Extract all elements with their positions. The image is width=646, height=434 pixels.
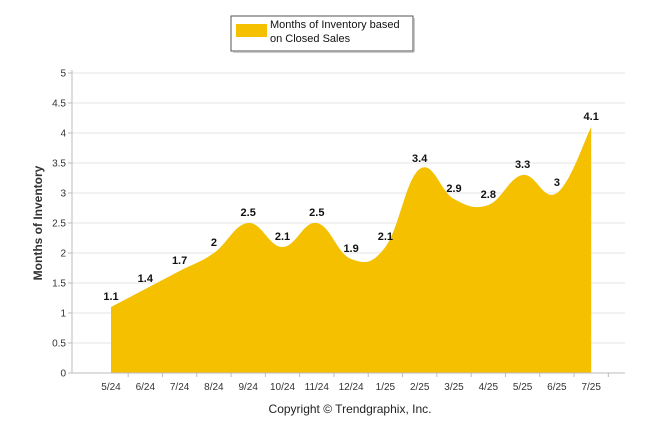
x-tick-label: 12/24	[339, 382, 364, 393]
legend: Months of Inventory based on Closed Sale…	[230, 15, 415, 53]
x-tick-label: 2/25	[410, 382, 430, 393]
y-tick-label: 1	[60, 309, 66, 320]
data-label: 4.1	[584, 111, 599, 123]
data-label: 1.4	[138, 273, 154, 285]
series-area	[111, 127, 592, 373]
x-tick-label: 5/25	[513, 382, 533, 393]
axes	[68, 70, 625, 377]
y-tick-labels: 0 0.5 1 1.5 2 2.5 3 3.5 4 4.5 5	[52, 69, 66, 380]
x-tick-label: 6/24	[136, 382, 156, 393]
y-axis-label: Months of Inventory	[31, 165, 45, 280]
data-label: 1.7	[172, 255, 187, 267]
x-tick-label: 3/25	[444, 382, 464, 393]
x-tick-label: 1/25	[376, 382, 396, 393]
legend-label-line2: on Closed Sales	[270, 33, 351, 45]
data-label: 2	[211, 237, 217, 249]
data-label: 2.9	[446, 183, 461, 195]
x-tick-label: 7/25	[581, 382, 601, 393]
data-label: 3.3	[515, 159, 530, 171]
y-tick-label: 2.5	[52, 219, 66, 230]
data-labels: 1.1 1.4 1.7 2 2.5 2.1 2.5 1.9 2.1 3.4 2.9 2.8 3.3 3 4.…	[103, 111, 598, 303]
data-label: 2.1	[378, 231, 393, 243]
data-label: 1.1	[103, 291, 118, 303]
y-tick-label: 0.5	[52, 339, 66, 350]
data-label: 1.9	[343, 243, 358, 255]
data-label: 3.4	[412, 153, 428, 165]
data-label: 2.5	[241, 207, 256, 219]
data-label: 3	[554, 177, 560, 189]
legend-swatch	[236, 24, 267, 37]
data-label: 2.1	[275, 231, 290, 243]
y-tick-label: 4	[60, 129, 66, 140]
series-area-path	[111, 127, 592, 373]
x-tick-label: 6/25	[547, 382, 567, 393]
y-tick-label: 0	[60, 369, 66, 380]
data-label: 2.5	[309, 207, 324, 219]
y-tick-label: 3.5	[52, 159, 66, 170]
x-tick-label: 11/24	[305, 382, 330, 393]
x-tick-label: 9/24	[238, 382, 258, 393]
y-tick-label: 5	[60, 69, 66, 80]
x-tick-label: 5/24	[101, 382, 121, 393]
copyright-text: Copyright © Trendgraphix, Inc.	[269, 402, 432, 416]
y-tick-label: 3	[60, 189, 66, 200]
x-tick-label: 7/24	[170, 382, 190, 393]
y-tick-label: 2	[60, 249, 66, 260]
legend-label-line1: Months of Inventory based	[270, 19, 400, 31]
y-tick-label: 1.5	[52, 279, 66, 290]
data-label: 2.8	[481, 189, 496, 201]
x-tick-label: 8/24	[204, 382, 224, 393]
x-tick-labels: 5/24 6/24 7/24 8/24 9/24 10/24 11/24 12/24 1/25 2…	[101, 382, 601, 393]
x-tick-label: 4/25	[479, 382, 499, 393]
x-tick-label: 10/24	[270, 382, 295, 393]
y-tick-label: 4.5	[52, 99, 66, 110]
